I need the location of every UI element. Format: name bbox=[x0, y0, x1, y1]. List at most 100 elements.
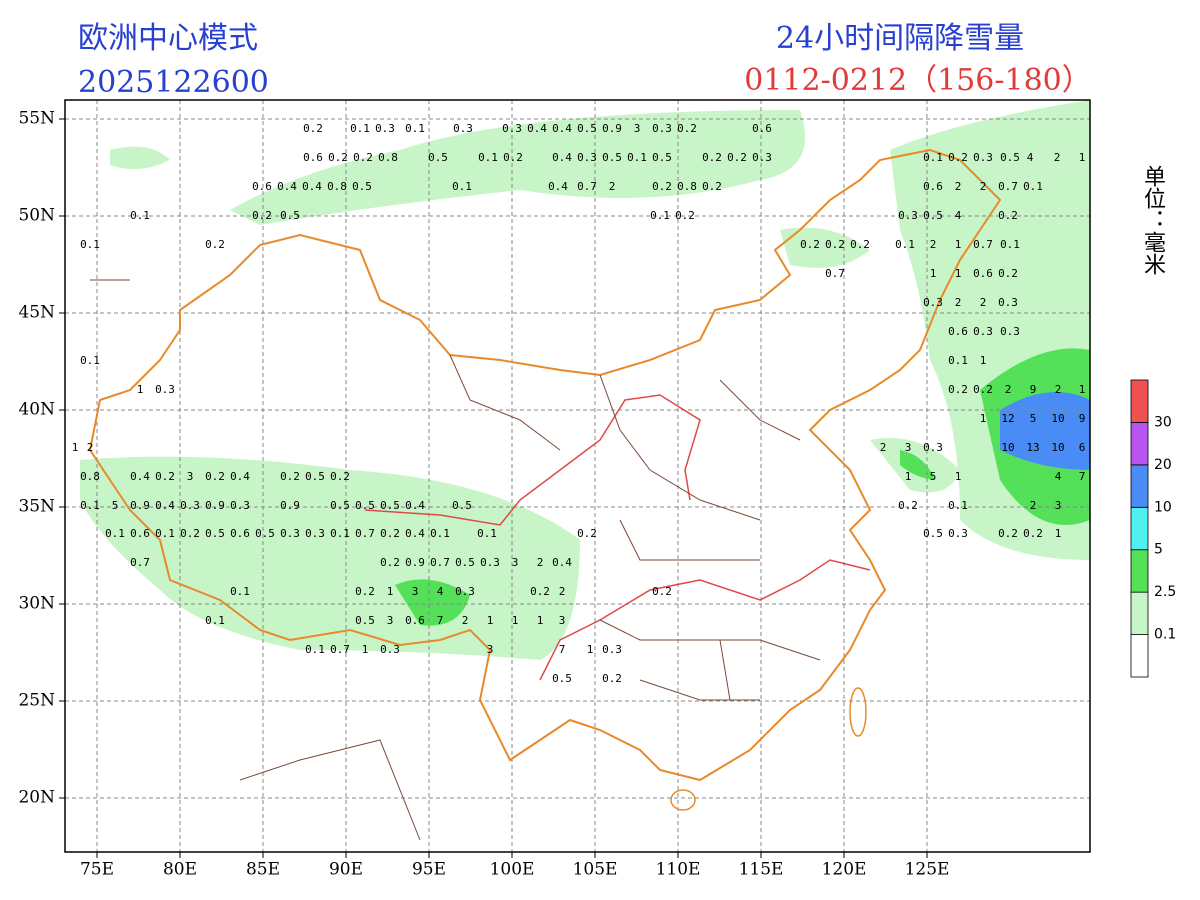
x-tick-label: 105E bbox=[573, 860, 618, 880]
value-label: 1 bbox=[930, 267, 937, 280]
value-label: 0.2 bbox=[328, 151, 348, 164]
value-label: 1 bbox=[537, 614, 544, 627]
map: 0.2 0.1 0.3 0.1 0.3 0.3 0.4 0.4 0.5 0.9 3 0.3 0.2 0.6… bbox=[59, 99, 1091, 858]
value-label: 1 bbox=[955, 238, 962, 251]
value-label: 0.9 bbox=[602, 122, 622, 135]
x-tick-label: 90E bbox=[329, 860, 363, 880]
value-label: 3 bbox=[559, 614, 566, 627]
value-label: 0.7 bbox=[330, 643, 350, 656]
value-label: 0.3 bbox=[577, 151, 597, 164]
value-label: 3 bbox=[412, 585, 419, 598]
region-border bbox=[364, 394, 871, 681]
value-label: 0.2 bbox=[675, 209, 695, 222]
value-label: 0.4 bbox=[552, 151, 572, 164]
value-label: 0.1 bbox=[80, 238, 100, 251]
value-label: 0.6 bbox=[973, 267, 993, 280]
value-label: 0.3 bbox=[280, 527, 300, 540]
value-label: 0.3 bbox=[973, 151, 993, 164]
value-label: 0.3 bbox=[180, 499, 200, 512]
value-label: 0.2 bbox=[330, 470, 350, 483]
value-label: 0.2 bbox=[948, 383, 968, 396]
legend-label: 30 bbox=[1154, 414, 1172, 430]
value-label: 0.1 bbox=[1023, 180, 1043, 193]
value-label: 4 bbox=[1027, 151, 1034, 164]
value-label: 0.4 bbox=[302, 180, 322, 193]
legend-swatch bbox=[1130, 549, 1149, 593]
value-label: 2 bbox=[609, 180, 616, 193]
value-label: 10 bbox=[1051, 441, 1064, 454]
value-label: 0.7 bbox=[973, 238, 993, 251]
value-label: 2 bbox=[930, 238, 937, 251]
value-label: 0.2 bbox=[973, 383, 993, 396]
value-label: 2 bbox=[1054, 151, 1061, 164]
value-label: 0.2 bbox=[898, 499, 918, 512]
value-label: 2 bbox=[955, 296, 962, 309]
legend-swatch bbox=[1130, 379, 1149, 423]
value-label: 0.7 bbox=[355, 527, 375, 540]
value-label: 0.2 bbox=[577, 527, 597, 540]
value-label: 0.5 bbox=[255, 527, 275, 540]
snow-area bbox=[900, 450, 935, 480]
value-label: 1 bbox=[1055, 527, 1062, 540]
value-label: 0.2 bbox=[380, 556, 400, 569]
value-label: 5 bbox=[112, 499, 119, 512]
value-label: 0.1 bbox=[650, 209, 670, 222]
value-label: 12 bbox=[1001, 412, 1014, 425]
value-label: 0.8 bbox=[80, 470, 100, 483]
snow-area bbox=[1000, 392, 1090, 470]
value-label: 0.2 bbox=[355, 585, 375, 598]
value-label: 13 bbox=[1026, 441, 1039, 454]
legend-swatch bbox=[1130, 422, 1149, 466]
x-tick-label: 125E bbox=[905, 860, 950, 880]
value-label: 0.7 bbox=[430, 556, 450, 569]
y-tick-label: 40N bbox=[18, 400, 55, 420]
china-border bbox=[88, 148, 1002, 782]
value-label: 0.5 bbox=[380, 499, 400, 512]
value-label: 0.4 bbox=[230, 470, 250, 483]
value-label: 0.2 bbox=[380, 527, 400, 540]
value-label: 0.3 bbox=[923, 296, 943, 309]
legend-label: 20 bbox=[1154, 457, 1172, 473]
value-label: 0.1 bbox=[627, 151, 647, 164]
value-label: 2 bbox=[462, 614, 469, 627]
value-label: 9 bbox=[1079, 412, 1086, 425]
value-label: 0.7 bbox=[825, 267, 845, 280]
value-label: 0.7 bbox=[998, 180, 1018, 193]
value-label: 2 bbox=[980, 296, 987, 309]
value-label: 1 bbox=[1079, 151, 1086, 164]
value-label: 3 bbox=[905, 441, 912, 454]
model-name: 欧洲中心模式 bbox=[78, 21, 258, 56]
value-label: 0.3 bbox=[480, 556, 500, 569]
value-label: 0.4 bbox=[552, 556, 572, 569]
value-label: 0.5 bbox=[305, 470, 325, 483]
value-label: 0.6 bbox=[923, 180, 943, 193]
value-label: 0.2 bbox=[727, 151, 747, 164]
value-label: 0.5 bbox=[552, 672, 572, 685]
hainan bbox=[670, 789, 696, 811]
value-label: 0.3 bbox=[948, 527, 968, 540]
value-labels: 0.2 0.1 0.3 0.1 0.3 0.3 0.4 0.4 0.5 0.9 3 0.3 0.2 0.6… bbox=[72, 122, 1086, 685]
value-label: 0.3 bbox=[898, 209, 918, 222]
value-label: 0.9 bbox=[205, 499, 225, 512]
value-label: 0.2 bbox=[252, 209, 272, 222]
legend-swatch bbox=[1130, 464, 1149, 508]
x-tick-label: 95E bbox=[412, 860, 446, 880]
value-label: 0.5 bbox=[923, 527, 943, 540]
value-label: 0.9 bbox=[405, 556, 425, 569]
value-label: 0.5 bbox=[330, 499, 350, 512]
legend-swatch bbox=[1130, 634, 1149, 678]
value-label: 0.8 bbox=[378, 151, 398, 164]
legend: 0.1 2.5 5 10 20 30 bbox=[1130, 379, 1176, 678]
value-label: 0.2 bbox=[998, 527, 1018, 540]
value-label: 0.2 bbox=[1023, 527, 1043, 540]
value-label: 0.3 bbox=[155, 383, 175, 396]
snow-area bbox=[110, 146, 170, 169]
value-label: 1 bbox=[955, 470, 962, 483]
value-label: 1 bbox=[512, 614, 519, 627]
value-label: 0.3 bbox=[305, 527, 325, 540]
value-label: 3 bbox=[634, 122, 641, 135]
value-label: 0.1 bbox=[923, 151, 943, 164]
value-label: 0.3 bbox=[230, 499, 250, 512]
x-tick-label: 120E bbox=[822, 860, 867, 880]
value-label: 0.2 bbox=[998, 209, 1018, 222]
